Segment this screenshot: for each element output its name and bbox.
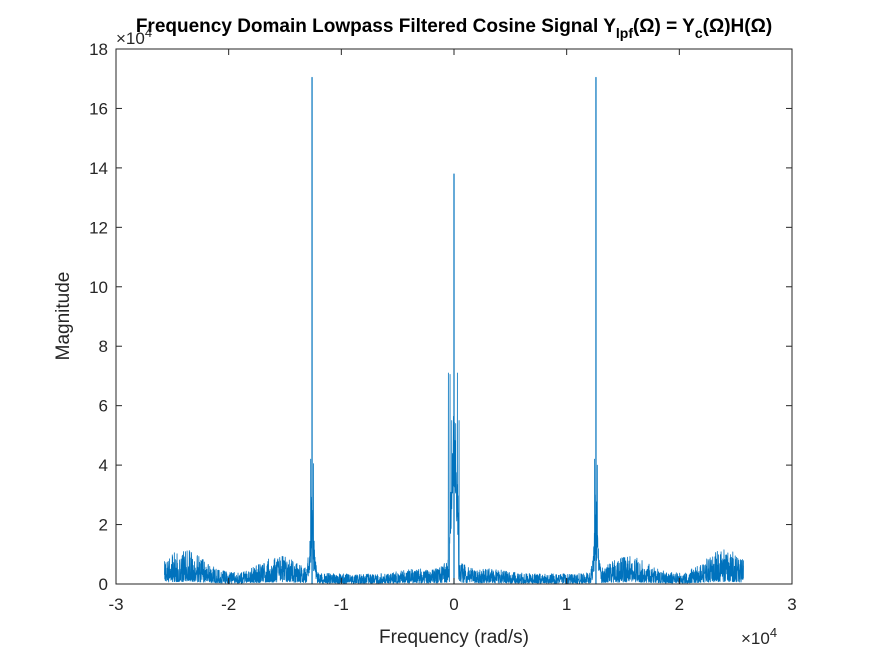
x-tick-label: 0 — [449, 595, 458, 614]
x-tick-label: -2 — [221, 595, 236, 614]
chart-title: Frequency Domain Lowpass Filtered Cosine… — [136, 16, 772, 41]
x-axis-label: Frequency (rad/s) — [379, 627, 529, 648]
x-tick-label: 3 — [787, 595, 796, 614]
y-tick-label: 18 — [89, 40, 108, 59]
y-tick-label: 6 — [99, 397, 108, 416]
y-ticks: 0 2 4 6 8 10 12 14 16 18 — [89, 40, 792, 594]
title-mid: (Ω) = Y — [633, 16, 695, 37]
y-tick-label: 8 — [99, 337, 108, 356]
title-suffix: (Ω)H(Ω) — [703, 16, 773, 37]
y-tick-label: 4 — [99, 456, 108, 475]
y-exponent-base: ×10 — [116, 29, 145, 48]
y-exponent-power: 4 — [145, 25, 152, 40]
title-sub-c: c — [695, 25, 703, 41]
signal-trace-group — [164, 76, 744, 585]
x-tick-label: 1 — [562, 595, 571, 614]
x-exponent-power: 4 — [770, 625, 777, 640]
y-exponent-label: ×104 — [116, 25, 152, 48]
y-tick-label: 0 — [99, 575, 108, 594]
y-tick-label: 2 — [99, 516, 108, 535]
y-tick-label: 16 — [89, 99, 108, 118]
x-tick-label: -1 — [334, 595, 349, 614]
y-tick-label: 12 — [89, 218, 108, 237]
title-prefix: Frequency Domain Lowpass Filtered Cosine… — [136, 16, 616, 37]
title-sub-lpf: lpf — [616, 25, 633, 41]
x-tick-label: 2 — [675, 595, 684, 614]
x-exponent-label: ×104 — [741, 625, 777, 648]
x-exponent-base: ×10 — [741, 629, 770, 648]
x-ticks: -3 -2 -1 0 1 2 3 — [108, 49, 797, 614]
y-axis-label: Magnitude — [53, 272, 74, 361]
y-tick-label: 10 — [89, 278, 108, 297]
x-tick-label: -3 — [108, 595, 123, 614]
y-tick-label: 14 — [89, 159, 108, 178]
